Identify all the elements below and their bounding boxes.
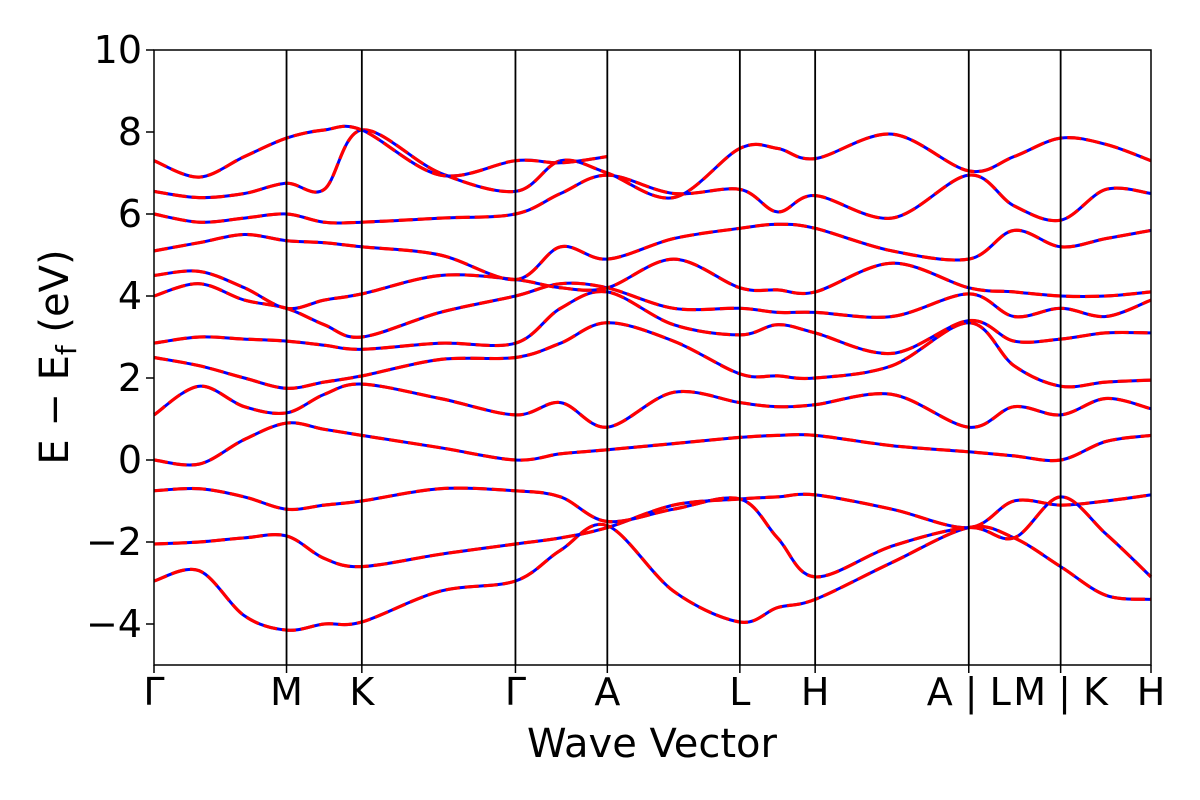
y-tick-label: −4	[86, 602, 142, 646]
band-8-red-dashed-line	[153, 281, 1152, 339]
band-4-red-dashed-line	[153, 421, 1152, 467]
y-axis-title-unit: (eV)	[32, 249, 78, 345]
y-tick-label: 0	[118, 438, 142, 482]
band-6-red-dashed-line	[153, 321, 1152, 390]
band-11-red-dashed-line	[153, 173, 1152, 225]
band-5-red-dashed-line	[153, 382, 1152, 429]
x-tick-label: Γ	[143, 670, 164, 714]
band-4-blue-line	[153, 421, 1152, 467]
x-tick-label: M	[270, 670, 303, 714]
band-2-red-dashed-line	[153, 492, 1152, 569]
y-tick-label: 4	[118, 274, 142, 318]
y-tick-label: 8	[118, 110, 142, 154]
x-tick-label: M | K	[1013, 670, 1109, 715]
band-10-red-dashed-line	[153, 222, 1152, 282]
y-axis-title-main: E − E	[32, 355, 78, 465]
band-10-blue-line	[153, 222, 1152, 282]
y-axis-title-subscript: f	[50, 344, 83, 355]
y-tick-label: −2	[86, 520, 142, 564]
x-tick-label: Γ	[505, 670, 526, 714]
x-tick-label: H	[1137, 670, 1166, 714]
band-12-red-dashed-line	[153, 128, 1152, 200]
band-1-blue-line	[153, 522, 1152, 632]
y-tick-label: 10	[94, 28, 142, 72]
band-1-red-dashed-line	[153, 522, 1152, 632]
y-tick-label: 2	[118, 356, 142, 400]
y-axis-title: E − Ef (eV)	[32, 249, 83, 464]
band-9-red-dashed-line	[153, 257, 1152, 311]
x-tick-label: A	[594, 670, 620, 714]
band-13-red-dashed-line	[153, 124, 608, 179]
band-7-blue-line	[153, 289, 1152, 355]
x-tick-label: K	[349, 670, 375, 714]
x-tick-label: A | L	[927, 670, 1011, 715]
x-tick-label: H	[801, 670, 830, 714]
kpoint-lines	[285, 50, 1062, 665]
band-7-red-dashed-line	[153, 289, 1152, 356]
x-tick-label: L	[729, 670, 750, 714]
band-3-red-dashed-line	[153, 486, 1153, 579]
x-axis-title: Wave Vector	[527, 721, 778, 767]
y-tick-label: 6	[118, 192, 142, 236]
y-ticks: −4 −2 0 2 4 6 8 10	[86, 28, 154, 646]
band-11-blue-line	[153, 173, 1152, 225]
band-9-blue-line	[153, 257, 1152, 311]
plot-frame	[153, 49, 1152, 666]
bands-layer	[153, 124, 1153, 632]
